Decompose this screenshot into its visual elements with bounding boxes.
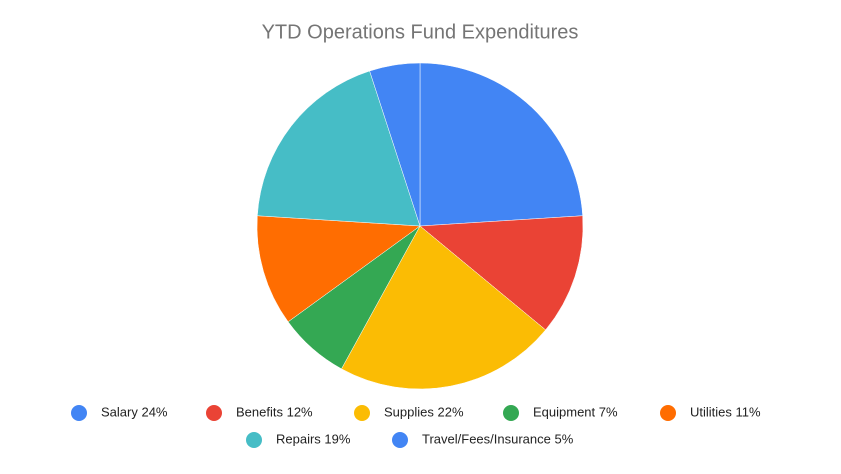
pie-slice bbox=[419, 215, 584, 331]
legend-label: Benefits 12% bbox=[236, 404, 313, 419]
legend-marker bbox=[206, 405, 222, 421]
legend-marker bbox=[354, 405, 370, 421]
chart-title: YTD Operations Fund Expenditures bbox=[262, 21, 579, 43]
pie-slice bbox=[257, 70, 421, 227]
legend-label: Repairs 19% bbox=[276, 431, 351, 446]
legend-label: Utilities 11% bbox=[690, 404, 761, 419]
legend-label: Equipment 7% bbox=[533, 404, 618, 419]
pie-slice bbox=[341, 225, 546, 390]
legend-label: Supplies 22% bbox=[384, 404, 464, 419]
pie-slice bbox=[419, 62, 583, 227]
legend-label: Salary 24% bbox=[101, 404, 168, 419]
legend-marker bbox=[503, 405, 519, 421]
pie-slice bbox=[256, 215, 421, 323]
pie-slice bbox=[369, 62, 421, 227]
legend-marker bbox=[71, 405, 87, 421]
legend-marker bbox=[392, 432, 408, 448]
legend-marker bbox=[660, 405, 676, 421]
legend-label: Travel/Fees/Insurance 5% bbox=[422, 431, 574, 446]
legend-marker bbox=[246, 432, 262, 448]
